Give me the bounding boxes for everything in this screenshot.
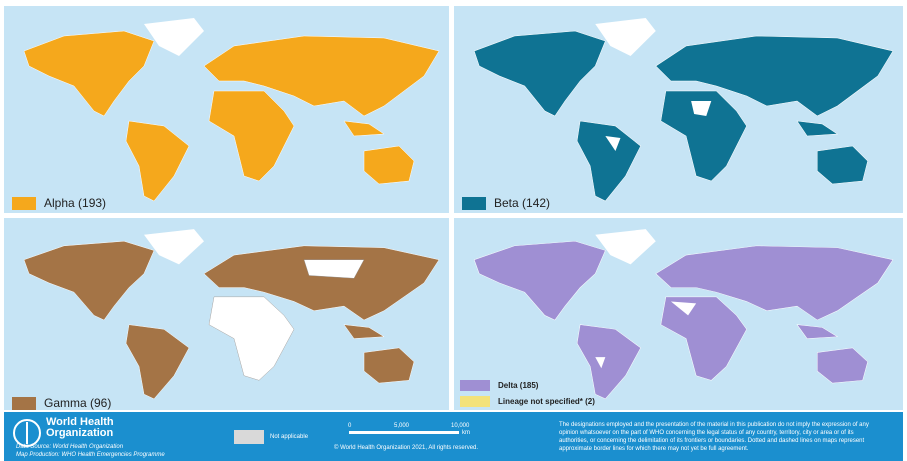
- disclaimer-line: authorities, or concerning the delimitat…: [559, 438, 865, 444]
- disclaimer-line: approximate border lines for which there…: [559, 446, 749, 452]
- org-line: Organization: [46, 427, 114, 439]
- scale-unit: km: [462, 430, 470, 436]
- legend-label: Alpha (193): [44, 196, 107, 210]
- legend-label: Beta (142): [494, 196, 551, 210]
- legend-label: Lineage not specified* (2): [498, 397, 595, 406]
- na-label: Not applicable: [270, 434, 309, 440]
- scale-label: 5,000: [394, 423, 410, 429]
- map: [473, 18, 894, 202]
- disclaimer: The designations employed and the presen…: [559, 421, 899, 453]
- legend-item: Gamma (96): [12, 396, 111, 410]
- scale-bar: [349, 431, 459, 434]
- map: [23, 18, 440, 202]
- org-name: World Health Organization: [46, 417, 114, 439]
- na-swatch: [234, 430, 264, 444]
- legend-item: Lineage not specified* (2): [460, 396, 595, 407]
- copyright: © World Health Organization 2021, All ri…: [334, 445, 479, 451]
- legend-label: Delta (185): [498, 381, 539, 390]
- legend-item: Alpha (193): [12, 196, 106, 210]
- legend-item: Delta (185): [460, 380, 538, 391]
- legend-label: Gamma (96): [44, 396, 112, 410]
- map-production: Map Production: WHO Health Emergencies P…: [16, 452, 165, 458]
- map-panel: Gamma (96): [4, 218, 449, 410]
- who-logo: [13, 419, 41, 447]
- footer: World Health Organization Data Source: W…: [4, 412, 903, 461]
- org-line: World Health: [46, 416, 114, 428]
- data-source: Data Source: World Health Organization: [16, 444, 124, 450]
- disclaimer-line: opinion whatsoever on the part of WHO co…: [559, 430, 854, 436]
- legend-item: Beta (142): [462, 196, 550, 210]
- map-panel: Delta (185) Lineage not specified* (2): [454, 218, 903, 410]
- sources: Data Source: World Health Organization M…: [16, 443, 165, 459]
- scale-label: 0: [348, 423, 352, 429]
- map-panel: Beta (142): [454, 6, 903, 213]
- map: [473, 229, 894, 400]
- map-panel: Alpha (193): [4, 6, 449, 213]
- scale-label: 10,000: [451, 423, 470, 429]
- disclaimer-line: The designations employed and the presen…: [559, 422, 869, 428]
- map: [23, 229, 440, 400]
